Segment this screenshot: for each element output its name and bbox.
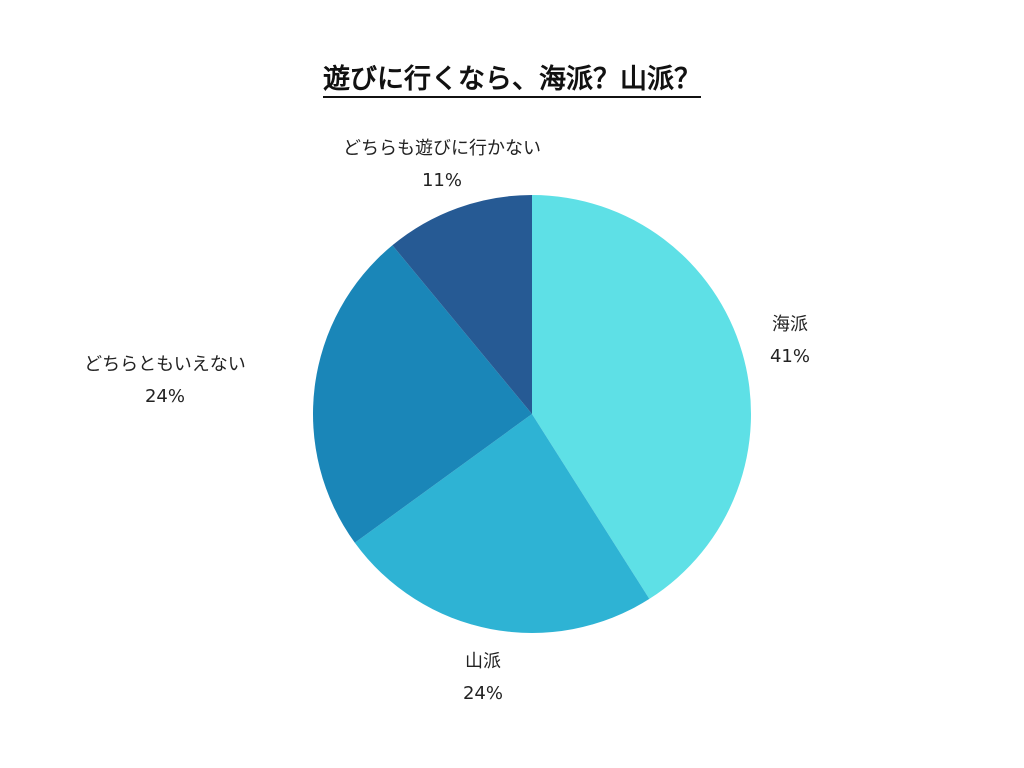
slice-label-none: どちらも遊びに行かない — [343, 138, 541, 159]
slice-label-umi: 海派 — [772, 314, 808, 335]
pie-labels: 海派 41% 山派 24% どちらともいえない 24% どちらも遊びに行かない 11% — [84, 138, 810, 704]
slice-value-neutral: 24% — [145, 386, 185, 407]
pie-slices — [313, 195, 751, 633]
slice-value-umi: 41% — [770, 346, 810, 367]
pie-slice-yama — [354, 414, 650, 633]
slice-value-yama: 24% — [463, 683, 503, 704]
slice-label-yama: 山派 — [465, 651, 501, 672]
slice-label-neutral: どちらともいえない — [84, 354, 246, 375]
pie-slice-none — [392, 195, 532, 414]
slice-value-none: 11% — [422, 170, 462, 191]
pie-slice-neutral — [313, 245, 532, 543]
chart-title: 遊びに行くなら、海派？山派？ — [323, 63, 701, 95]
pie-slice-umi — [532, 195, 751, 599]
